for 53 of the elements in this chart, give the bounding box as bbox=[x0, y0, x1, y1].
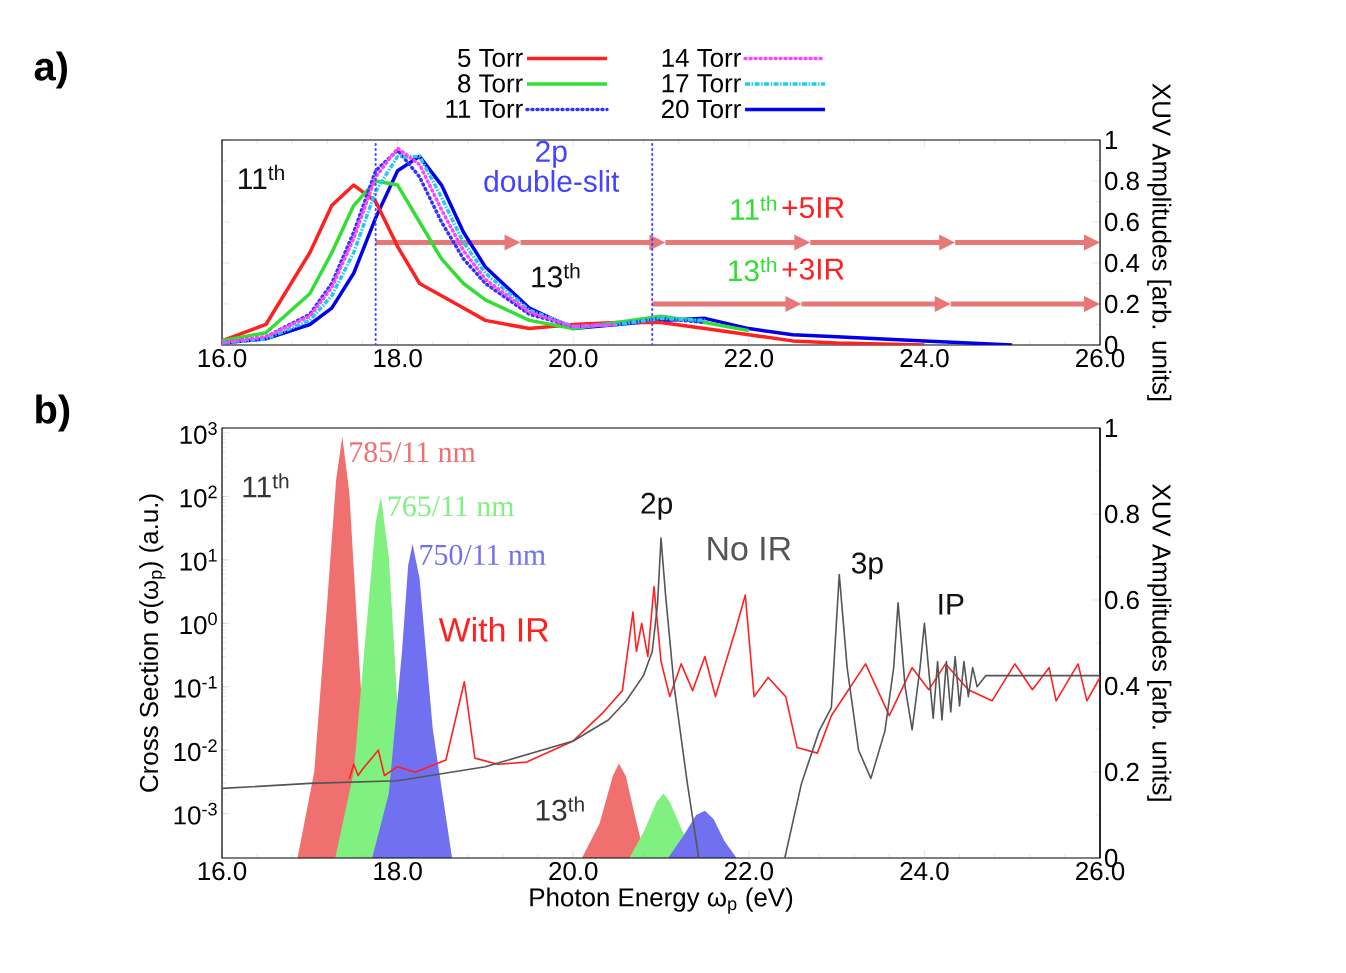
x-tick-label: 20.0 bbox=[549, 861, 598, 881]
series-label: With IR bbox=[438, 617, 549, 642]
y-axis-title: Cross Section σ(ω$_{p}$) (a.u.) bbox=[139, 494, 166, 792]
x-tick-label: 18.0 bbox=[374, 861, 422, 881]
annotation: 2p bbox=[641, 492, 672, 520]
x-tick-label: 22.0 bbox=[724, 348, 774, 368]
legend-label: 5 Torr bbox=[458, 48, 523, 68]
y-tick-label: 1 bbox=[1105, 131, 1118, 149]
x-tick-label: 18.0 bbox=[374, 348, 422, 368]
y-tick-label: 0.6 bbox=[1104, 212, 1139, 232]
y-tick-label: 0.8 bbox=[1104, 171, 1139, 191]
y-tick-label: 10$^{-3}$ bbox=[174, 802, 217, 825]
x-axis-title: Photon Energy ω$_{p}$ (eV) bbox=[530, 887, 793, 914]
series-label: 785/11 nm bbox=[350, 442, 476, 463]
x-tick-label: 24.0 bbox=[900, 348, 949, 368]
y-tick-label: 10$^{1}$ bbox=[180, 549, 217, 571]
y-tick-label: 0.4 bbox=[1104, 253, 1140, 273]
x-tick-label: 16.0 bbox=[198, 348, 247, 368]
chart-title: a) bbox=[34, 51, 67, 89]
y-tick-label: 10$^{3}$ bbox=[180, 422, 217, 444]
legend-label: 8 Torr bbox=[458, 74, 523, 93]
annotation: 3p bbox=[851, 552, 883, 580]
x-tick-label: 22.0 bbox=[724, 861, 774, 881]
legend-label: 14 Torr bbox=[662, 48, 741, 68]
x-tick-label: 24.0 bbox=[900, 861, 949, 881]
series-label: 750/11 nm bbox=[420, 544, 546, 565]
annotation: 11$^{th}$ bbox=[731, 195, 777, 220]
legend-label: 11 Torr bbox=[446, 99, 523, 119]
y-axis-title: XUV Amplitudes [arb. units] bbox=[1147, 83, 1172, 401]
y-tick-label: 10$^{-2}$ bbox=[174, 739, 217, 762]
chart-title: b) bbox=[36, 394, 70, 432]
annotation: +5IR bbox=[782, 197, 844, 219]
annotation: 13$^{th}$ bbox=[729, 256, 777, 282]
annotation: 2p bbox=[536, 140, 567, 168]
y2-axis-title: XUV Amplitudes [arb. units] bbox=[1147, 484, 1172, 801]
line-series bbox=[348, 585, 1101, 780]
annotation: 11$^{th}$ bbox=[239, 164, 284, 189]
annotation: IP bbox=[939, 593, 964, 615]
annotation: 13$^{th}$ bbox=[536, 796, 584, 821]
legend-label: 17 Torr bbox=[662, 74, 741, 93]
annotation: 11$^{th}$ bbox=[243, 473, 289, 498]
y-tick-label: 10$^{2}$ bbox=[180, 485, 217, 508]
x-tick-label: 16.0 bbox=[198, 861, 247, 881]
annotation: 13$^{th}$ bbox=[532, 263, 580, 288]
y-tick-label: 10$^{-1}$ bbox=[174, 675, 217, 698]
annotation: +3IR bbox=[782, 258, 844, 280]
annotation: double-slit bbox=[484, 170, 620, 192]
y-tick-label: 0.2 bbox=[1104, 294, 1139, 314]
x-tick-label: 20.0 bbox=[549, 348, 598, 368]
y-tick-label: 10$^{0}$ bbox=[180, 612, 217, 635]
legend-label: 20 Torr bbox=[662, 99, 741, 119]
series-label: No IR bbox=[708, 536, 791, 561]
series-label: 765/11 nm bbox=[388, 496, 515, 517]
